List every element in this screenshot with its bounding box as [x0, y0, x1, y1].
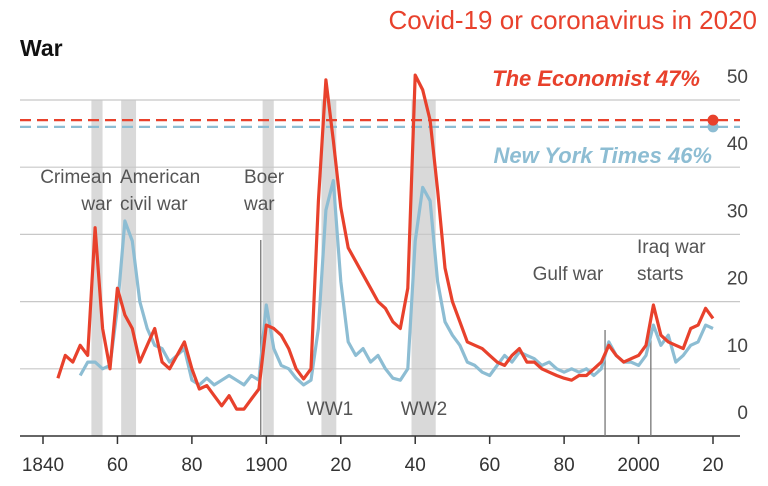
x-tick-label: 20: [330, 455, 351, 476]
chart-title: War: [20, 35, 63, 61]
x-tick-label: 40: [405, 455, 426, 476]
y-tick-label: 10: [727, 336, 748, 357]
reference-value: 46%: [667, 143, 712, 168]
x-tick-label: 80: [554, 455, 575, 476]
event-label: Gulf war: [533, 264, 604, 285]
y-tick-label: 40: [727, 134, 748, 155]
war-label: American: [120, 167, 200, 188]
war-label: WW2: [401, 399, 447, 420]
war-label: WW1: [307, 399, 353, 420]
x-tick-label: 1840: [22, 455, 64, 476]
chart-subtitle: Covid-19 or coronavirus in 2020: [388, 5, 757, 35]
event-label: Iraq war: [637, 237, 706, 258]
x-tick-label: 60: [479, 455, 500, 476]
y-tick-label: 50: [727, 67, 748, 88]
y-tick-label: 30: [727, 201, 748, 222]
legend-name: New York Times: [493, 143, 661, 168]
war-span: [121, 100, 137, 436]
x-tick-label: 60: [107, 455, 128, 476]
reference-dot: [707, 114, 719, 126]
x-tick-label: 20: [702, 455, 723, 476]
reference-label: The Economist 47%: [492, 66, 700, 91]
y-tick-label: 0: [737, 403, 748, 424]
war-label: war: [80, 194, 112, 215]
x-tick-label: 1900: [245, 455, 287, 476]
series-line: [56, 73, 715, 411]
event-label: starts: [637, 264, 683, 285]
war-label: civil war: [120, 194, 188, 215]
x-tick-label: 2000: [617, 455, 659, 476]
x-tick-label: 80: [181, 455, 202, 476]
y-tick-label: 20: [727, 269, 748, 290]
reference-value: 47%: [655, 66, 700, 91]
legend-name: The Economist: [492, 66, 651, 91]
war-label: war: [243, 194, 275, 215]
war-span: [262, 100, 274, 436]
war-label: Boer: [244, 167, 285, 188]
reference-label: New York Times 46%: [493, 143, 712, 168]
war-span: [411, 100, 436, 436]
war-label: Crimean: [40, 167, 112, 188]
